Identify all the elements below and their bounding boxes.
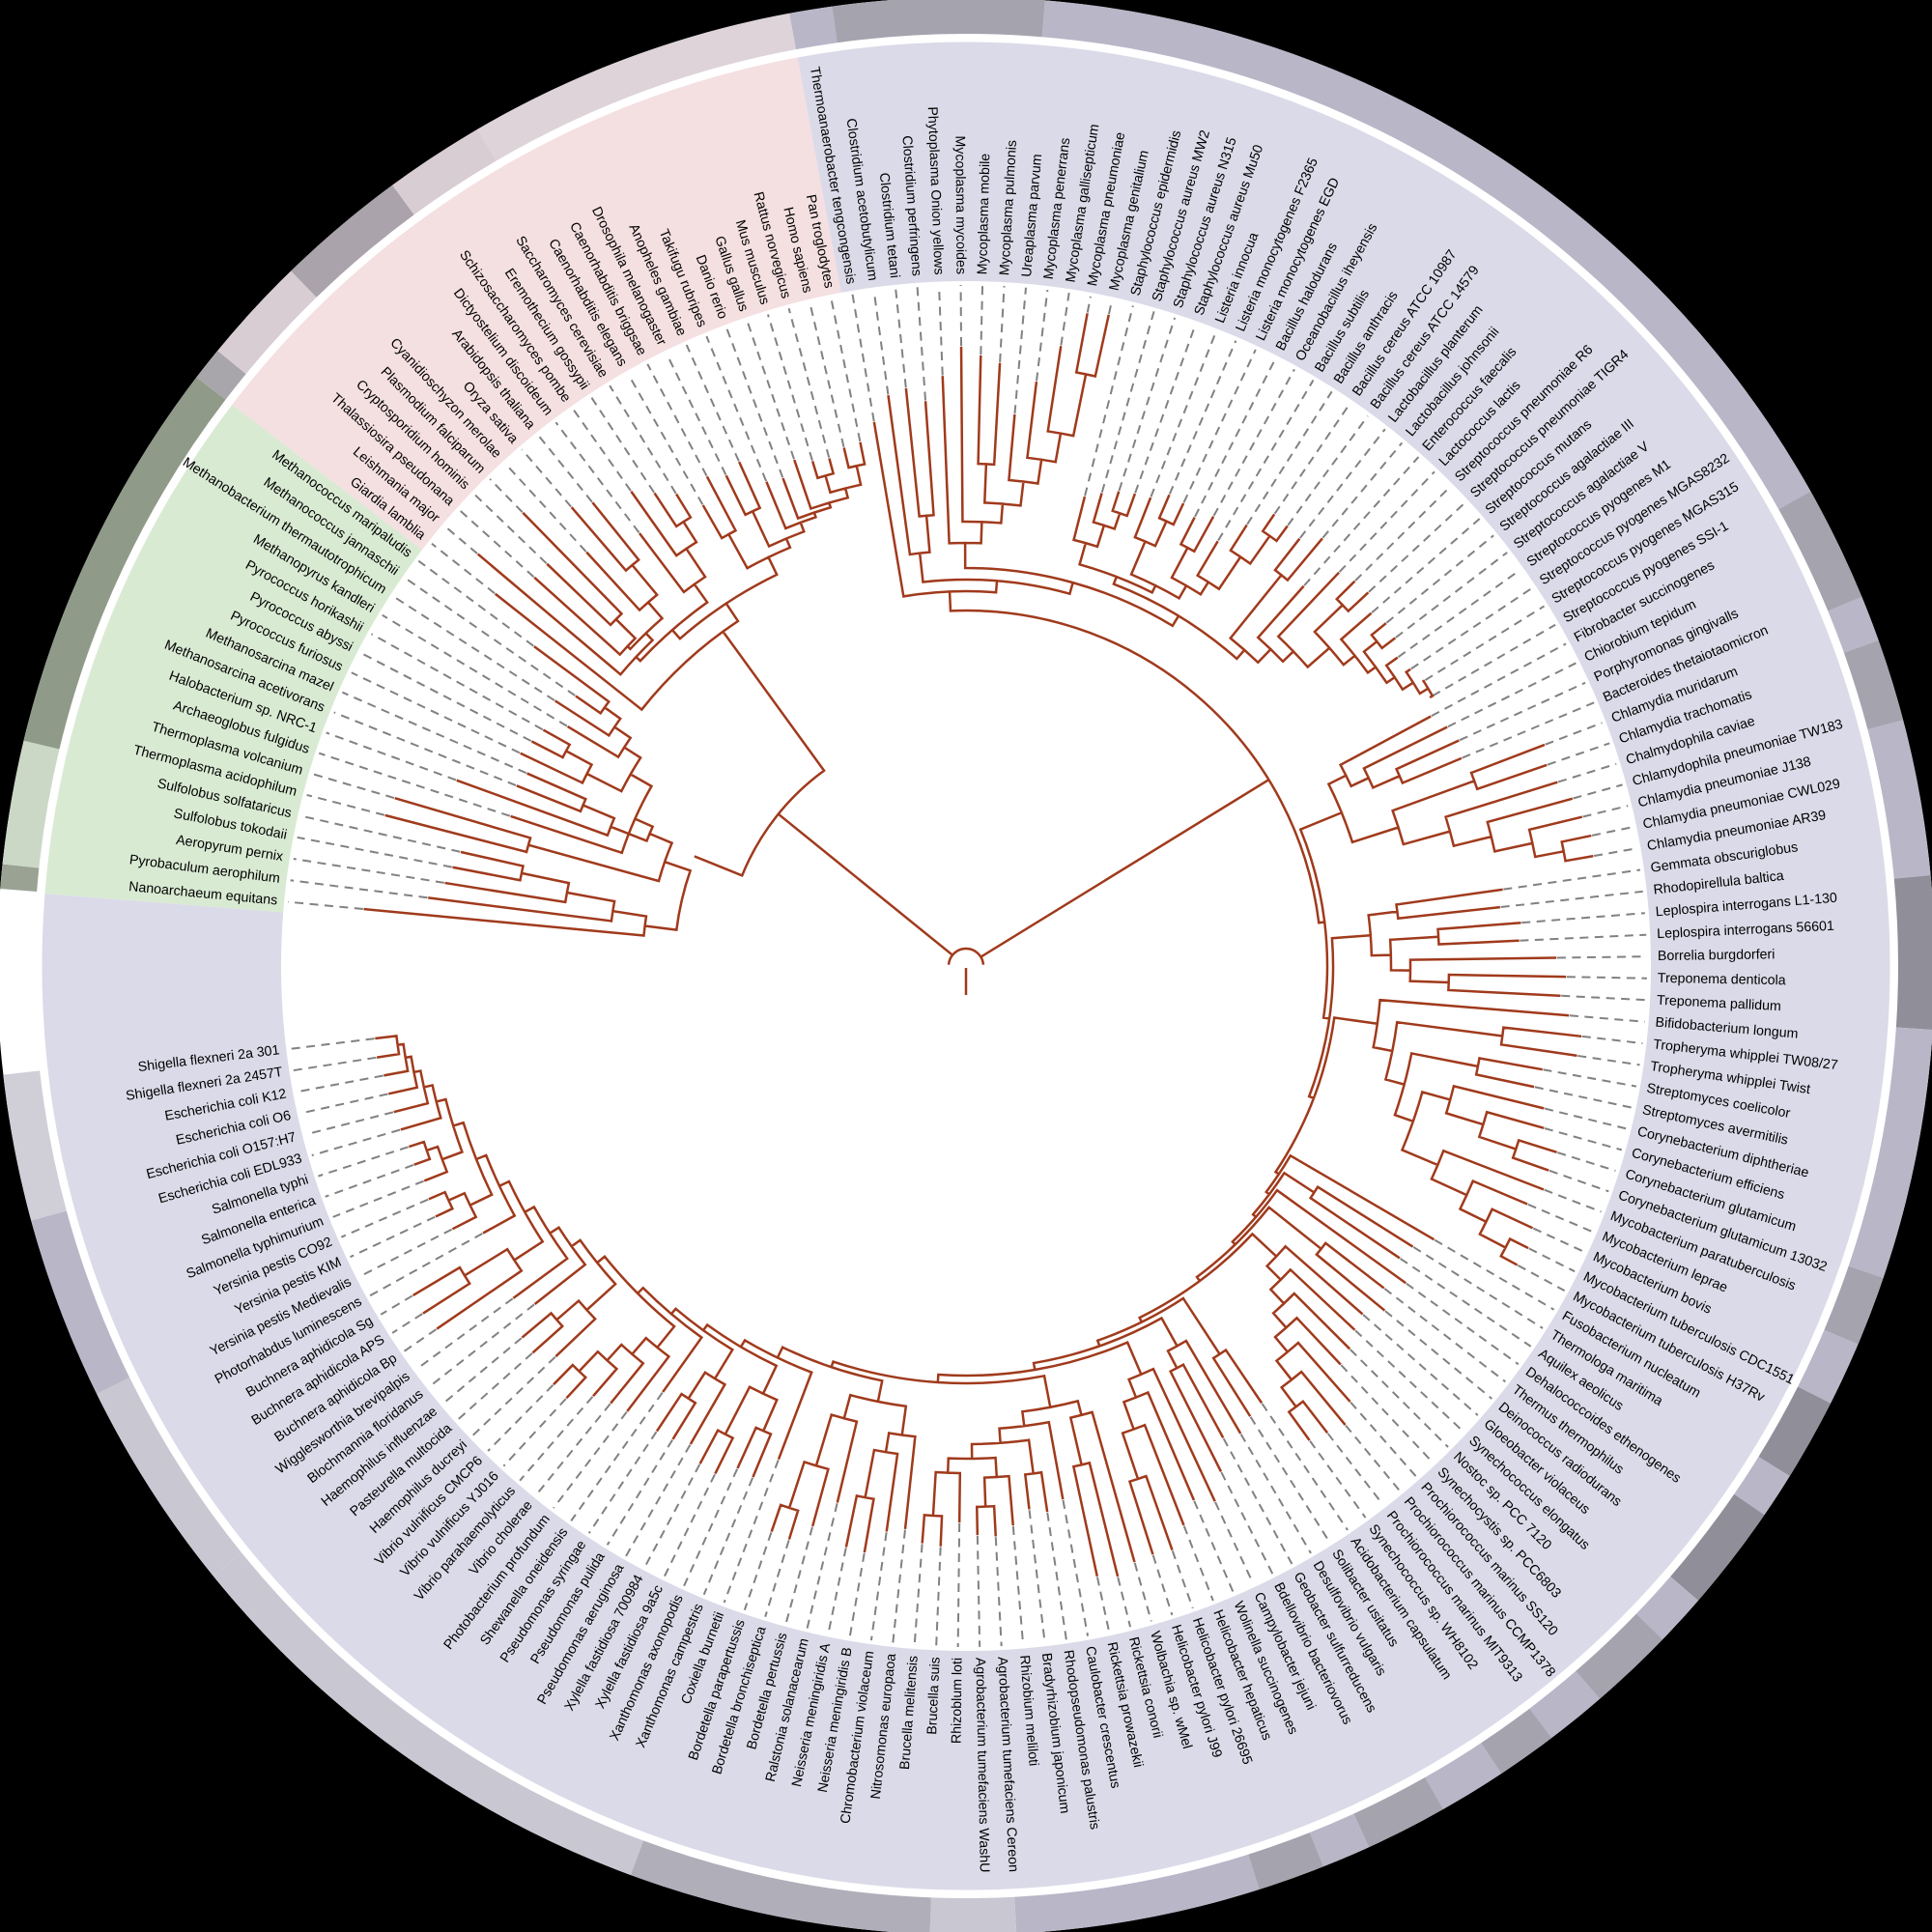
svg-text:Brucella suis: Brucella suis bbox=[924, 1657, 944, 1735]
svg-text:Agrobacterium tumefaciens Wash: Agrobacterium tumefaciens WashU bbox=[972, 1658, 991, 1873]
svg-text:Mycoplasma mobile: Mycoplasma mobile bbox=[975, 154, 993, 275]
svg-text:Mycoplasma mycoides: Mycoplasma mycoides bbox=[952, 135, 968, 274]
svg-text:Mycoplasma pulmonis: Mycoplasma pulmonis bbox=[997, 140, 1020, 276]
svg-text:Treponema denticola: Treponema denticola bbox=[1658, 971, 1786, 988]
svg-text:Borrelia burgdorferi: Borrelia burgdorferi bbox=[1658, 947, 1776, 964]
svg-text:Rhizoblum loti: Rhizoblum loti bbox=[949, 1658, 965, 1744]
svg-text:Treponema pallidum: Treponema pallidum bbox=[1657, 993, 1781, 1014]
svg-text:Phytoplasma Onion yellows: Phytoplasma Onion yellows bbox=[924, 106, 947, 275]
